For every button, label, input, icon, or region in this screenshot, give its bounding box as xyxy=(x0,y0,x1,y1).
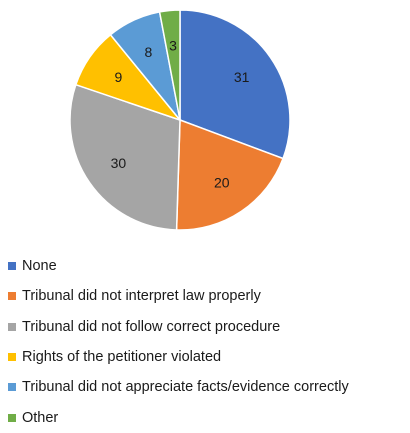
legend-swatch xyxy=(8,322,16,331)
pie-slice-2 xyxy=(69,83,181,231)
legend-item-facts: Tribunal did not appreciate facts/eviden… xyxy=(8,372,408,402)
chart-legend: None Tribunal did not interpret law prop… xyxy=(8,251,408,433)
legend-item-law: Tribunal did not interpret law properly xyxy=(8,281,408,311)
legend-label: Other xyxy=(22,409,59,426)
pie-chart-plot: 31 20 30 9 8 3 xyxy=(69,9,291,231)
legend-swatch xyxy=(8,292,16,301)
pie-slice-5 xyxy=(158,9,181,121)
data-label-4: 8 xyxy=(144,44,152,60)
legend-label: Tribunal did not interpret law properly xyxy=(22,288,261,305)
pie-slices xyxy=(69,9,291,231)
legend-item-rights: Rights of the petitioner violated xyxy=(8,342,408,372)
pie-chart: 31 20 30 9 8 3 None Tribunal did not interpre… xyxy=(8,9,349,426)
data-label-2: 30 xyxy=(111,155,127,171)
legend-item-other: Other xyxy=(8,402,408,432)
pie-slice-0 xyxy=(179,9,291,160)
legend-label: Rights of the petitioner violated xyxy=(22,349,222,366)
legend-label: None xyxy=(22,258,57,275)
legend-item-none: None xyxy=(8,251,408,281)
pie-slice-1 xyxy=(175,118,285,231)
legend-label: Tribunal did not appreciate facts/eviden… xyxy=(22,379,349,396)
legend-swatch xyxy=(8,383,16,392)
data-label-1: 20 xyxy=(214,174,230,190)
pie-data-labels: 31 20 30 9 8 3 xyxy=(111,37,250,190)
legend-item-procedure: Tribunal did not follow correct procedur… xyxy=(8,312,408,342)
legend-swatch xyxy=(8,353,16,362)
data-label-0: 31 xyxy=(234,69,250,85)
legend-swatch xyxy=(8,262,16,271)
legend-label: Tribunal did not follow correct procedur… xyxy=(22,318,281,335)
data-label-3: 9 xyxy=(114,69,122,85)
data-label-5: 3 xyxy=(169,37,177,53)
legend-swatch xyxy=(8,413,16,422)
